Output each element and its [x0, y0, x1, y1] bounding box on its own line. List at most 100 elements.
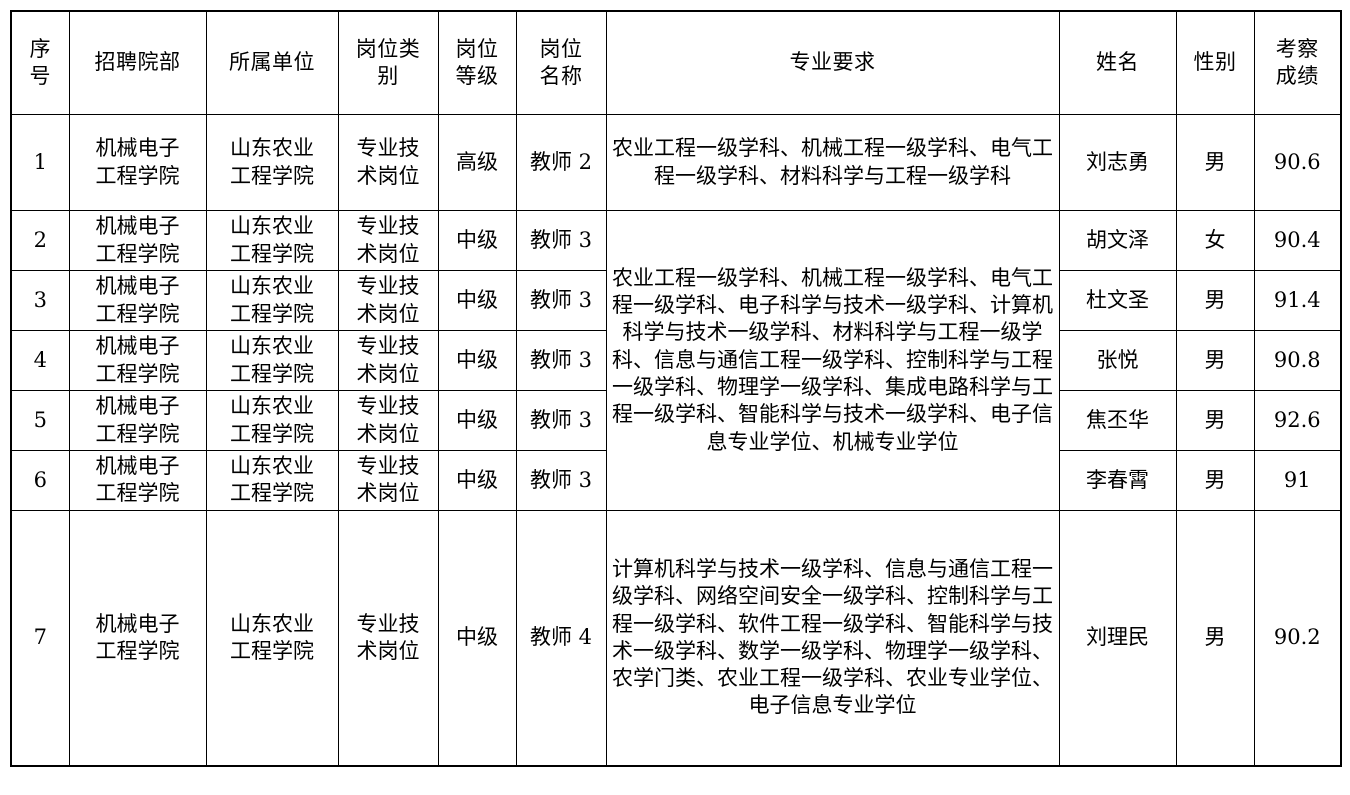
table-row: 6 机械电子 工程学院 山东农业 工程学院 专业技 术岗位 中级 教师 3 李春… [10, 450, 1342, 511]
column-header-post-name-line2: 名称 [539, 64, 583, 88]
cell-major-requirement-merged: 农业工程一级学科、机械工程一级学科、电气工程一级学科、电子科学与技术一级学科、计… [605, 210, 1060, 511]
cell-text-line1: 山东农业 [230, 274, 314, 299]
cell-post-type: 专业技 术岗位 [337, 114, 439, 211]
cell-text-line2: 工程学院 [230, 638, 314, 663]
cell-name: 张悦 [1058, 330, 1177, 391]
cell-post-type: 专业技 术岗位 [337, 390, 439, 451]
cell-inspection-score: 90.8 [1253, 330, 1342, 391]
table-header: 序 号 招聘院部 所属单位 岗位类 别 岗位 等级 岗位 名称 专业要求 [10, 10, 1342, 115]
cell-recruiting-department: 机械电子 工程学院 [68, 450, 207, 511]
column-header-post-level-line1: 岗位 [455, 36, 499, 61]
cell-major-requirement: 农业工程一级学科、机械工程一级学科、电气工程一级学科、材料科学与工程一级学科 [605, 114, 1060, 211]
cell-post-name: 教师 3 [515, 390, 607, 451]
cell-index: 4 [10, 330, 70, 391]
cell-text-line1: 专业技 [356, 334, 420, 359]
cell-text-line2: 术岗位 [356, 638, 420, 663]
cell-major-requirement: 计算机科学与技术一级学科、信息与通信工程一级学科、网络空间安全一级学科、控制科学… [605, 509, 1060, 767]
cell-text-line2: 工程学院 [230, 163, 314, 188]
cell-inspection-score: 91.4 [1253, 270, 1342, 331]
cell-recruiting-department: 机械电子 工程学院 [68, 114, 207, 211]
column-header-index: 序 号 [10, 10, 70, 115]
cell-recruiting-department: 机械电子 工程学院 [68, 509, 207, 767]
cell-name: 焦丕华 [1058, 390, 1177, 451]
cell-post-type: 专业技 术岗位 [337, 270, 439, 331]
cell-index: 5 [10, 390, 70, 451]
column-header-gender: 性别 [1175, 10, 1255, 115]
cell-text-line1: 专业技 [356, 274, 420, 299]
column-header-index-line2: 号 [29, 64, 51, 88]
cell-text-line2: 术岗位 [356, 301, 420, 326]
table-row: 7 机械电子 工程学院 山东农业 工程学院 专业技 术岗位 中级 教师 4 计算… [10, 509, 1342, 767]
cell-text-line1: 机械电子 [95, 454, 180, 478]
cell-inspection-score: 92.6 [1253, 390, 1342, 451]
cell-recruiting-department: 机械电子 工程学院 [68, 390, 207, 451]
cell-name: 胡文泽 [1058, 210, 1177, 271]
cell-affiliated-unit: 山东农业 工程学院 [205, 390, 339, 451]
cell-text-line1: 机械电子 [95, 334, 180, 359]
cell-text-line2: 术岗位 [356, 481, 420, 506]
cell-text-line1: 山东农业 [230, 214, 314, 239]
cell-gender: 男 [1175, 330, 1255, 391]
cell-text-line2: 工程学院 [95, 361, 180, 386]
column-header-post-level-line2: 等级 [455, 64, 499, 88]
table-row: 3 机械电子 工程学院 山东农业 工程学院 专业技 术岗位 中级 教师 3 杜文… [10, 270, 1342, 331]
cell-text-line1: 专业技 [356, 454, 420, 478]
cell-affiliated-unit: 山东农业 工程学院 [205, 509, 339, 767]
column-header-post-type-line2: 别 [377, 64, 399, 88]
cell-recruiting-department: 机械电子 工程学院 [68, 210, 207, 271]
cell-text-line2: 工程学院 [230, 361, 314, 386]
cell-post-level: 中级 [437, 450, 517, 511]
cell-text-line1: 山东农业 [230, 394, 314, 419]
table-row: 1 机械电子 工程学院 山东农业 工程学院 专业技 术岗位 高级 教师 2 农业… [10, 114, 1342, 211]
cell-gender: 男 [1175, 270, 1255, 331]
cell-gender: 男 [1175, 114, 1255, 211]
cell-text-line1: 山东农业 [230, 334, 314, 359]
cell-affiliated-unit: 山东农业 工程学院 [205, 270, 339, 331]
candidate-inspection-results-table: 序 号 招聘院部 所属单位 岗位类 别 岗位 等级 岗位 名称 专业要求 [10, 10, 1342, 768]
cell-inspection-score: 90.6 [1253, 114, 1342, 211]
cell-text-line1: 机械电子 [95, 394, 180, 419]
cell-post-level: 中级 [437, 210, 517, 271]
cell-post-name: 教师 3 [515, 210, 607, 271]
cell-text-line1: 山东农业 [230, 454, 314, 478]
column-header-inspection-score-line1: 考察 [1275, 36, 1319, 61]
cell-index: 6 [10, 450, 70, 511]
column-header-post-level: 岗位 等级 [437, 10, 517, 115]
cell-post-level: 高级 [437, 114, 517, 211]
cell-index: 7 [10, 509, 70, 767]
header-row: 序 号 招聘院部 所属单位 岗位类 别 岗位 等级 岗位 名称 专业要求 [10, 10, 1342, 115]
cell-index: 1 [10, 114, 70, 211]
cell-text-line2: 工程学院 [230, 481, 314, 506]
cell-text-line2: 工程学院 [95, 421, 180, 446]
column-header-post-type: 岗位类 别 [337, 10, 439, 115]
cell-post-level: 中级 [437, 270, 517, 331]
cell-inspection-score: 90.2 [1253, 509, 1342, 767]
cell-text-line1: 专业技 [356, 136, 420, 161]
cell-text-line2: 工程学院 [95, 301, 180, 326]
cell-text-line1: 机械电子 [95, 136, 180, 161]
cell-text-line2: 术岗位 [356, 163, 420, 188]
cell-post-type: 专业技 术岗位 [337, 450, 439, 511]
cell-index: 3 [10, 270, 70, 331]
cell-post-type: 专业技 术岗位 [337, 330, 439, 391]
column-header-index-line1: 序 [29, 36, 51, 61]
cell-post-level: 中级 [437, 390, 517, 451]
cell-text-line2: 工程学院 [95, 241, 180, 266]
column-header-post-name-line1: 岗位 [539, 36, 583, 61]
cell-inspection-score: 90.4 [1253, 210, 1342, 271]
cell-text-line2: 工程学院 [230, 301, 314, 326]
cell-text-line1: 专业技 [356, 611, 420, 636]
cell-affiliated-unit: 山东农业 工程学院 [205, 114, 339, 211]
cell-post-type: 专业技 术岗位 [337, 509, 439, 767]
cell-text-line2: 工程学院 [95, 638, 180, 663]
cell-text-line1: 机械电子 [95, 611, 180, 636]
column-header-recruiting-department: 招聘院部 [68, 10, 207, 115]
cell-name: 刘志勇 [1058, 114, 1177, 211]
cell-recruiting-department: 机械电子 工程学院 [68, 330, 207, 391]
cell-post-type: 专业技 术岗位 [337, 210, 439, 271]
column-header-post-name: 岗位 名称 [515, 10, 607, 115]
cell-text-line2: 工程学院 [230, 421, 314, 446]
cell-post-name: 教师 4 [515, 509, 607, 767]
table-row: 5 机械电子 工程学院 山东农业 工程学院 专业技 术岗位 中级 教师 3 焦丕… [10, 390, 1342, 451]
cell-post-name: 教师 3 [515, 450, 607, 511]
